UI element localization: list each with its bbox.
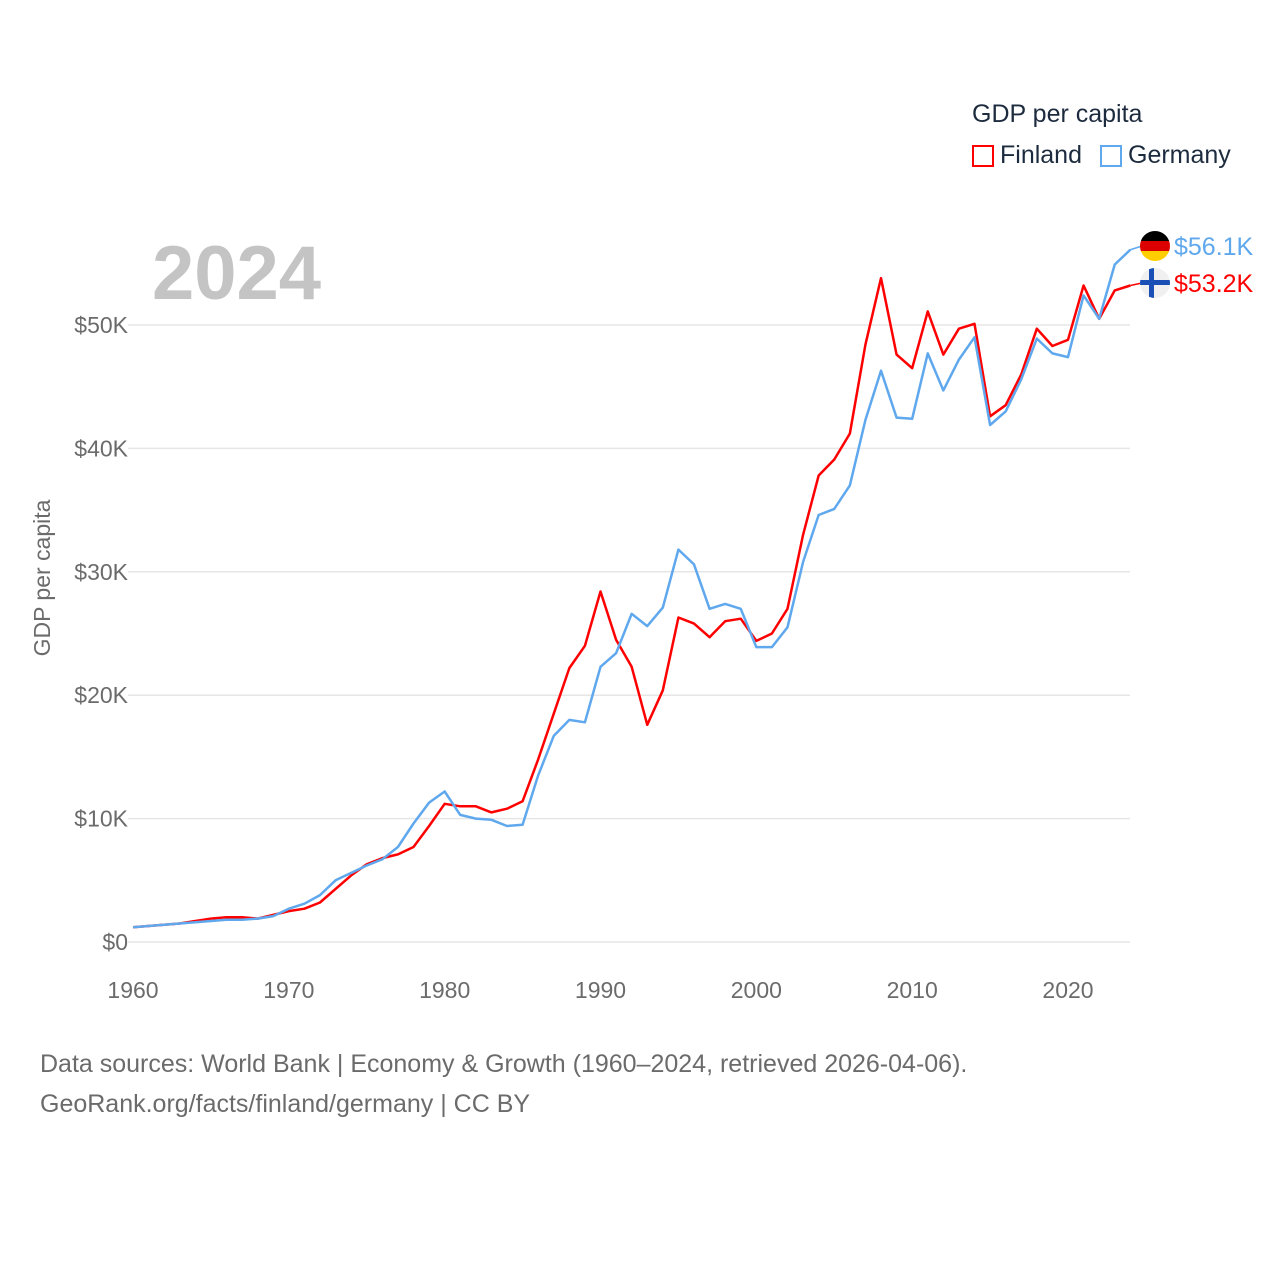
flag-stripe bbox=[1140, 251, 1170, 261]
germany-swatch bbox=[1100, 144, 1122, 167]
flag-cross bbox=[1140, 280, 1170, 285]
y-tick-label: $40K bbox=[74, 435, 128, 461]
y-tick-label: $30K bbox=[74, 559, 128, 585]
flag-stripe bbox=[1140, 231, 1170, 241]
germany-line bbox=[132, 248, 1132, 929]
flag-stripe bbox=[1140, 241, 1170, 251]
flag-body bbox=[1140, 231, 1170, 261]
y-tick-label: $10K bbox=[74, 806, 128, 832]
legend-label: Finland bbox=[1000, 141, 1082, 169]
legend-item-finland[interactable]: Finland bbox=[972, 141, 1082, 170]
flag-cross bbox=[1149, 268, 1154, 298]
source-link[interactable]: GeoRank.org/facts/finland/germany | CC B… bbox=[40, 1090, 531, 1118]
finland-line bbox=[132, 276, 1131, 929]
legend: GDP per capita Finland Germany bbox=[972, 100, 1231, 170]
germany-end-label: $56.1K bbox=[1174, 233, 1254, 261]
flag-body bbox=[1140, 268, 1170, 298]
legend-item-germany[interactable]: Germany bbox=[1100, 141, 1231, 170]
legend-title: GDP per capita bbox=[972, 100, 1143, 128]
finland-flag-icon bbox=[1140, 268, 1170, 298]
x-tick-label: 1990 bbox=[575, 977, 626, 1003]
finland-end-label: $53.2K bbox=[1174, 270, 1254, 298]
germany-flag-icon bbox=[1140, 231, 1170, 261]
y-tick-label: $20K bbox=[74, 682, 128, 708]
x-tick-label: 1980 bbox=[419, 977, 470, 1003]
x-tick-label: 2020 bbox=[1042, 977, 1093, 1003]
x-tick-label: 1970 bbox=[263, 977, 314, 1003]
source-line: Data sources: World Bank | Economy & Gro… bbox=[40, 1050, 968, 1078]
legend-label: Germany bbox=[1128, 141, 1231, 169]
y-axis-title: GDP per capita bbox=[29, 499, 55, 656]
y-tick-label: $0 bbox=[102, 929, 128, 955]
year-label: 2024 bbox=[152, 231, 322, 316]
source-note: Data sources: World Bank | Economy & Gro… bbox=[40, 1044, 967, 1124]
x-tick-label: 1960 bbox=[107, 977, 158, 1003]
finland-swatch bbox=[972, 144, 994, 167]
x-tick-label: 2000 bbox=[731, 977, 782, 1003]
x-tick-label: 2010 bbox=[887, 977, 938, 1003]
y-tick-label: $50K bbox=[74, 312, 128, 338]
